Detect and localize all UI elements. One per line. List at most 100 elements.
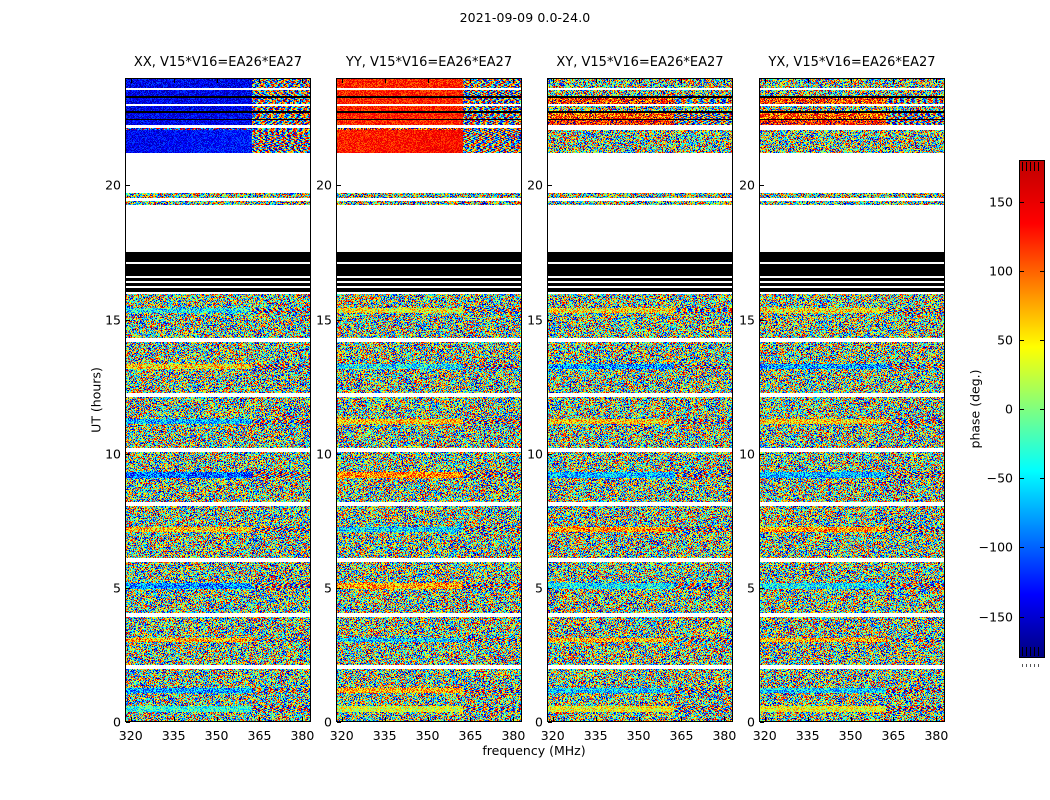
x-tick [764, 717, 766, 721]
panel-title-xx: XX, V15*V16=EA26*EA27 [133, 55, 303, 70]
colorbar-tick [1040, 201, 1045, 203]
x-tick [130, 717, 132, 721]
x-tick-label: 380 [290, 728, 315, 743]
colorbar-tick [1040, 270, 1045, 272]
y-tick [760, 319, 764, 321]
x-tick [384, 717, 386, 721]
x-tick [216, 717, 218, 721]
y-tick [126, 587, 130, 589]
colorbar-tick-label: 150 [989, 194, 1013, 209]
x-tick-top [216, 79, 218, 83]
x-tick [724, 717, 726, 721]
colorbar-under-marker [1022, 664, 1042, 667]
y-tick-label: 5 [535, 580, 543, 596]
x-tick-label: 335 [161, 728, 186, 743]
colorbar-tick [1040, 547, 1045, 549]
x-tick [681, 717, 683, 721]
y-tick-label: 0 [535, 714, 543, 730]
y-tick [760, 453, 764, 455]
y-tick-label: 10 [527, 446, 543, 462]
x-tick-top [893, 79, 895, 83]
x-tick-top [936, 79, 938, 83]
colorbar-tick [1019, 616, 1024, 618]
colorbar-tick-label: 100 [989, 263, 1013, 279]
colorbar-tick-label: −100 [978, 539, 1013, 555]
y-tick [337, 185, 341, 187]
x-tick [427, 717, 429, 721]
y-tick-label: 20 [739, 177, 755, 193]
colorbar-tick-label: −150 [978, 609, 1013, 624]
colorbar-tick [1019, 339, 1024, 341]
colorbar-tick [1019, 478, 1024, 480]
y-tick [126, 453, 130, 455]
x-tick [302, 717, 304, 721]
panel-yy: YY, V15*V16=EA26*EA27 320 335 350 365 380 0 5 10… [316, 55, 525, 743]
x-tick [936, 717, 938, 721]
x-tick [638, 717, 640, 721]
y-tick [548, 722, 552, 723]
x-tick-label: 350 [204, 728, 229, 743]
colorbar-tick [1040, 339, 1045, 341]
x-tick-label: 365 [881, 728, 906, 743]
colorbar-tick-label: −50 [986, 470, 1013, 486]
x-tick [341, 717, 343, 721]
x-tick-top [807, 79, 809, 83]
colorbar-tick [1040, 478, 1045, 480]
y-tick-label: 15 [316, 312, 332, 327]
colorbar-tick [1040, 616, 1045, 618]
x-tick-label: 380 [501, 728, 526, 743]
colorbar-tick [1019, 201, 1024, 203]
x-tick-label: 350 [838, 728, 863, 743]
x-tick-label: 365 [458, 728, 483, 743]
colorbar-tick [1019, 270, 1024, 272]
x-tick [173, 717, 175, 721]
y-tick [548, 453, 552, 455]
x-tick-label: 380 [712, 728, 737, 743]
panel-yx: YX, V15*V16=EA26*EA27 320 335 350 365 380 0 5 10… [739, 55, 948, 743]
y-tick-label: 20 [527, 177, 543, 193]
y-tick-label: 0 [324, 714, 332, 730]
y-tick-label: 20 [316, 177, 332, 193]
colorbar-tick [1019, 547, 1024, 549]
x-tick [807, 717, 809, 721]
y-tick [548, 185, 552, 187]
x-tick-top [552, 79, 554, 83]
y-tick [337, 319, 341, 321]
x-tick-top [302, 79, 304, 83]
x-tick [850, 717, 852, 721]
colorbar-tick-label: 50 [997, 332, 1013, 348]
x-tick-label: 380 [924, 728, 949, 743]
axes-yy[interactable] [336, 78, 522, 722]
axes-yx[interactable] [759, 78, 945, 722]
x-tick-top [173, 79, 175, 83]
x-tick-top [638, 79, 640, 83]
waterfall-image-yx [760, 79, 944, 721]
x-tick-label: 350 [415, 728, 440, 743]
x-tick-top [595, 79, 597, 83]
y-tick-label: 0 [113, 714, 121, 730]
x-tick [259, 717, 261, 721]
y-tick [337, 453, 341, 455]
x-tick [470, 717, 472, 721]
y-tick [548, 319, 552, 321]
x-tick-top [681, 79, 683, 83]
y-tick-label: 10 [316, 446, 332, 462]
y-tick [126, 185, 130, 187]
axes-xy[interactable] [547, 78, 733, 722]
y-tick-label: 5 [324, 580, 332, 596]
x-tick-label: 335 [795, 728, 820, 743]
y-tick [548, 587, 552, 589]
x-tick-top [427, 79, 429, 83]
x-tick [893, 717, 895, 721]
x-tick-top [764, 79, 766, 83]
figure-suptitle: 2021-09-09 0.0-24.0 [459, 10, 591, 25]
waterfall-image-yy [337, 79, 521, 721]
x-tick-label: 350 [626, 728, 651, 743]
axes-xx[interactable] [125, 78, 311, 722]
y-tick-label: 15 [739, 312, 755, 327]
y-tick-label: 10 [105, 446, 121, 462]
colorbar-extend-top [1022, 162, 1042, 171]
y-tick [126, 319, 130, 321]
x-tick-top [850, 79, 852, 83]
